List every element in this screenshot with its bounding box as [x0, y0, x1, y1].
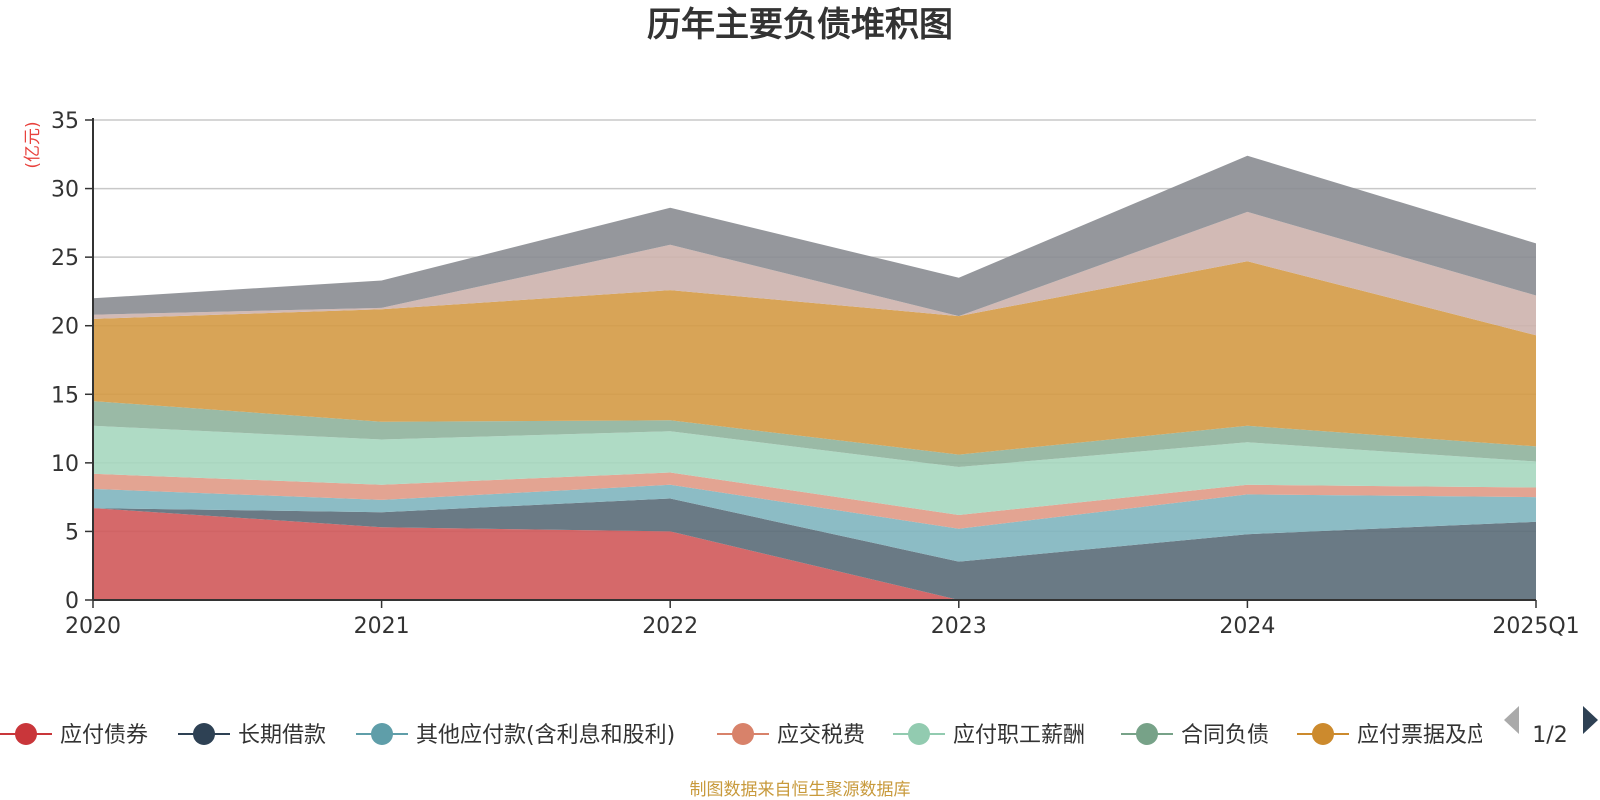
x-tick-label: 2024 [1219, 614, 1275, 639]
axes: 0 5 10 15 20 25 30 35 2020 2021 2022 2023 2024 2025Q1 [51, 109, 1580, 639]
area-series-7[interactable] [93, 211, 1536, 336]
legend-item-5[interactable]: 合同负债 [1121, 723, 1269, 748]
legend-page-indicator: 1/2 [1532, 723, 1567, 748]
area-series-5[interactable] [93, 401, 1536, 467]
legend-dot-icon [193, 723, 215, 745]
legend-dot-icon [1312, 723, 1334, 745]
y-tick-label: 10 [51, 452, 79, 477]
x-tick-label: 2021 [354, 614, 410, 639]
area-series [93, 155, 1536, 601]
legend-label: 应付职工薪酬 [953, 723, 1085, 748]
chart-title: 历年主要负债堆积图 [647, 5, 953, 45]
y-axis-unit: (亿元) [23, 121, 43, 168]
legend-item-1[interactable]: 长期借款 [178, 723, 326, 748]
legend-label: 长期借款 [238, 723, 326, 748]
legend-label: 应付债券 [60, 723, 148, 748]
legend-item-3[interactable]: 应交税费 [717, 723, 865, 748]
legend-dot-icon [732, 723, 754, 745]
y-tick-label: 35 [51, 109, 79, 134]
area-series-2[interactable] [93, 484, 1536, 562]
legend-item-4[interactable]: 应付职工薪酬 [893, 723, 1085, 748]
x-tick-label: 2020 [65, 614, 121, 639]
legend-dot-icon [371, 723, 393, 745]
legend-label: 应付票据及应付账款 [1357, 723, 1555, 748]
legend-dot-icon [908, 723, 930, 745]
legend-dot-icon [1136, 723, 1158, 745]
x-tick-label: 2022 [642, 614, 698, 639]
legend-item-6[interactable]: 应付票据及应付账款 [1297, 723, 1555, 748]
area-series-8[interactable] [93, 155, 1536, 317]
y-tick-label: 0 [65, 589, 79, 614]
legend-label: 合同负债 [1181, 723, 1269, 748]
y-tick-label: 30 [51, 178, 79, 203]
legend-label: 其他应付款(含利息和股利) [416, 723, 675, 748]
y-tick-label: 20 [51, 315, 79, 340]
area-series-6[interactable] [93, 261, 1536, 455]
source-note: 制图数据来自恒生聚源数据库 [690, 780, 911, 800]
area-series-1[interactable] [93, 498, 1536, 601]
y-tick-label: 25 [51, 246, 79, 271]
legend-label: 应交税费 [777, 723, 865, 748]
legend-item-2[interactable]: 其他应付款(含利息和股利) [356, 723, 675, 748]
legend-item-0[interactable]: 应付债券 [0, 723, 148, 748]
y-tick-label: 15 [51, 383, 79, 408]
legend-prev-icon[interactable] [1504, 706, 1519, 734]
legend-dot-icon [15, 723, 37, 745]
x-tick-label: 2025Q1 [1492, 614, 1579, 639]
legend-pager: 1/2 [1504, 706, 1598, 748]
legend: 应付债券 长期借款 其他应付款(含利息和股利) 应交税费 应付职工薪酬 合同负债 应付票据及… [0, 723, 1555, 748]
legend-next-icon[interactable] [1583, 706, 1598, 734]
x-tick-label: 2023 [931, 614, 987, 639]
area-series-3[interactable] [93, 472, 1536, 529]
area-series-0[interactable] [93, 508, 1536, 600]
area-series-4[interactable] [93, 425, 1536, 515]
y-tick-label: 5 [65, 520, 79, 545]
